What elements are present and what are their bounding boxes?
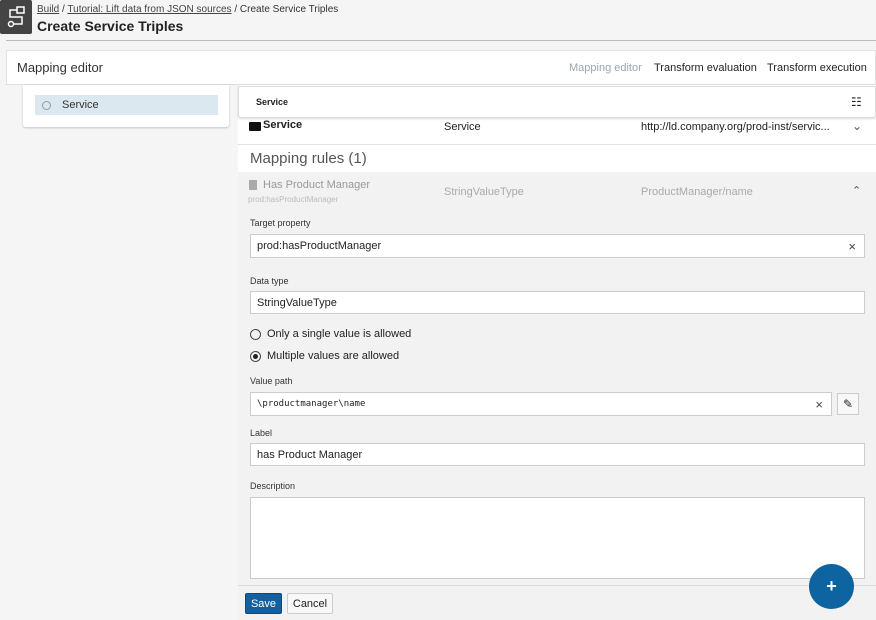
object-uri: http://ld.company.org/prod-inst/servic..…: [641, 121, 830, 133]
mapping-panel: Service ☷ Service Service http://ld.comp…: [238, 85, 876, 620]
clear-icon[interactable]: ×: [815, 397, 823, 412]
tree-item-service[interactable]: Service: [35, 95, 218, 115]
settings-sliders-icon[interactable]: ☷: [851, 95, 862, 109]
value-path-label: Value path: [250, 376, 293, 386]
target-property-input[interactable]: prod:hasProductManager ×: [250, 234, 865, 258]
tree-node-icon: [42, 100, 51, 110]
rule-expanded: Has Product Manager prod:hasProductManag…: [238, 172, 876, 585]
label-value: has Product Manager: [257, 448, 363, 461]
object-row[interactable]: Service Service http://ld.company.org/pr…: [238, 118, 876, 145]
rule-header[interactable]: Has Product Manager prod:hasProductManag…: [238, 172, 876, 210]
radio-button[interactable]: [250, 328, 261, 340]
page-title: Create Service Triples: [37, 18, 184, 34]
rule-property: prod:hasProductManager: [248, 195, 339, 204]
form-footer: Save Cancel: [238, 585, 876, 620]
radio-multiple-label: Multiple values are allowed: [267, 350, 400, 362]
breadcrumb-build[interactable]: Build: [37, 4, 60, 15]
rule-type: StringValueType: [444, 186, 524, 198]
card-title: Mapping editor: [17, 60, 103, 75]
value-path-input[interactable]: \productmanager\name ×: [250, 392, 832, 416]
divider: [6, 40, 876, 41]
description-textarea[interactable]: [250, 497, 865, 579]
folder-icon: [249, 122, 261, 131]
app-icon: [0, 0, 32, 34]
tab-transform-evaluation[interactable]: Transform evaluation: [654, 62, 757, 74]
cancel-button[interactable]: Cancel: [287, 593, 333, 614]
object-name: Service: [263, 119, 303, 131]
data-type-value: StringValueType: [257, 296, 337, 309]
breadcrumb: Build / Tutorial: Lift data from JSON so…: [37, 4, 339, 15]
chevron-down-icon[interactable]: ⌄: [852, 119, 863, 133]
radio-single-label: Only a single value is allowed: [267, 328, 412, 340]
target-property-value: prod:hasProductManager: [257, 240, 382, 252]
target-property-label: Target property: [250, 218, 311, 228]
value-path-value: \productmanager\name: [257, 399, 366, 409]
tree-item-label: Service: [62, 99, 99, 111]
clear-icon[interactable]: ×: [848, 239, 856, 254]
radio-multiple-values[interactable]: Multiple values are allowed: [250, 350, 399, 362]
card-header: Mapping editor Mapping editor Transform …: [6, 50, 876, 85]
radio-button-checked[interactable]: [250, 350, 261, 362]
data-type-label: Data type: [250, 276, 289, 286]
breadcrumb-current: Create Service Triples: [239, 4, 339, 15]
rule-name: Has Product Manager: [263, 179, 370, 191]
description-label: Description: [250, 481, 296, 491]
tab-transform-execution[interactable]: Transform execution: [767, 62, 867, 74]
data-type-select[interactable]: StringValueType: [250, 291, 865, 314]
label-input[interactable]: has Product Manager: [250, 443, 865, 466]
mapping-rules-title: Mapping rules (1): [250, 150, 367, 167]
file-icon: [249, 180, 257, 190]
object-header: Service ☷: [238, 86, 876, 118]
tree-panel: Service: [23, 85, 229, 127]
rule-path: ProductManager/name: [641, 186, 753, 198]
object-type: Service: [444, 121, 481, 133]
radio-single-value[interactable]: Only a single value is allowed: [250, 328, 411, 340]
label-field-label: Label: [250, 428, 273, 438]
object-header-title: Service: [256, 97, 289, 107]
chevron-up-icon[interactable]: ⌃: [852, 185, 862, 197]
breadcrumb-tutorial[interactable]: Tutorial: Lift data from JSON sources: [67, 4, 232, 15]
edit-pencil-icon[interactable]: ✎: [837, 393, 859, 415]
save-button[interactable]: Save: [245, 593, 282, 614]
add-rule-fab-button[interactable]: +: [809, 564, 854, 609]
tab-mapping-editor[interactable]: Mapping editor: [569, 62, 642, 74]
